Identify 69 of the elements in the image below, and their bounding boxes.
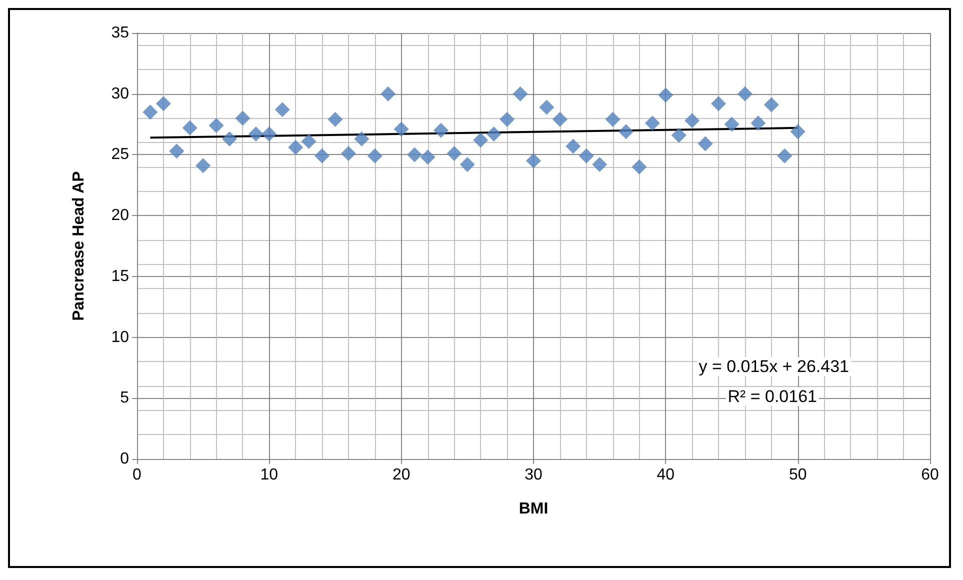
point: [618, 124, 634, 140]
point: [711, 96, 726, 112]
point: [750, 116, 766, 131]
point: [460, 156, 475, 172]
point: [288, 140, 304, 155]
point: [248, 126, 264, 142]
point: [328, 112, 343, 127]
point: [222, 131, 238, 146]
point: [500, 112, 515, 127]
point: [169, 144, 184, 159]
point: [777, 148, 792, 164]
point: [446, 146, 462, 161]
x-tick-label: 0: [132, 466, 142, 484]
point: [354, 131, 370, 146]
y-tick-label: 30: [111, 85, 130, 102]
point: [671, 128, 686, 143]
point: [420, 150, 436, 165]
point: [274, 102, 290, 118]
x-axis-title: BMI: [518, 500, 548, 518]
point: [182, 120, 198, 136]
point: [764, 97, 779, 112]
point: [367, 148, 382, 164]
y-tick-label: 20: [111, 207, 130, 224]
x-tick-label: 20: [392, 466, 410, 484]
point: [526, 153, 541, 168]
point: [208, 118, 224, 134]
annotation: y = 0.015x + 26.431: [698, 357, 850, 376]
y-tick-label: 25: [111, 146, 130, 164]
annotation: R² = 0.0161: [728, 387, 818, 406]
point: [340, 146, 356, 161]
point: [684, 113, 700, 128]
y-tick-label: 15: [111, 268, 130, 285]
point: [394, 122, 409, 137]
point: [314, 148, 330, 164]
y-axis-title: Pancrease Head AP: [70, 170, 88, 321]
y-tick-label: 5: [120, 390, 130, 407]
x-tick-label: 40: [656, 466, 675, 484]
point: [196, 158, 211, 174]
point: [658, 88, 674, 103]
point: [301, 134, 316, 149]
x-tick-label: 60: [921, 466, 939, 484]
point: [262, 126, 277, 142]
point: [578, 148, 594, 164]
x-tick-label: 30: [524, 466, 542, 484]
point: [486, 126, 502, 142]
point: [552, 112, 568, 127]
point: [235, 110, 250, 126]
point: [592, 156, 608, 172]
point: [632, 159, 647, 174]
point: [473, 132, 488, 148]
x-tick-label: 50: [788, 466, 807, 484]
point: [698, 136, 713, 152]
point: [142, 104, 158, 120]
point: [605, 112, 620, 127]
point: [644, 116, 660, 131]
y-tick-label: 35: [111, 24, 130, 42]
point: [433, 122, 448, 138]
point: [724, 116, 740, 132]
x-tick-label: 10: [260, 466, 278, 484]
point: [566, 138, 581, 154]
point: [380, 86, 396, 102]
point: [790, 124, 806, 140]
point: [156, 96, 171, 112]
point: [512, 86, 528, 102]
y-tick-label: 10: [111, 328, 130, 346]
point: [737, 86, 752, 102]
y-tick-label: 0: [120, 450, 130, 468]
point: [407, 147, 422, 162]
point: [539, 100, 554, 115]
